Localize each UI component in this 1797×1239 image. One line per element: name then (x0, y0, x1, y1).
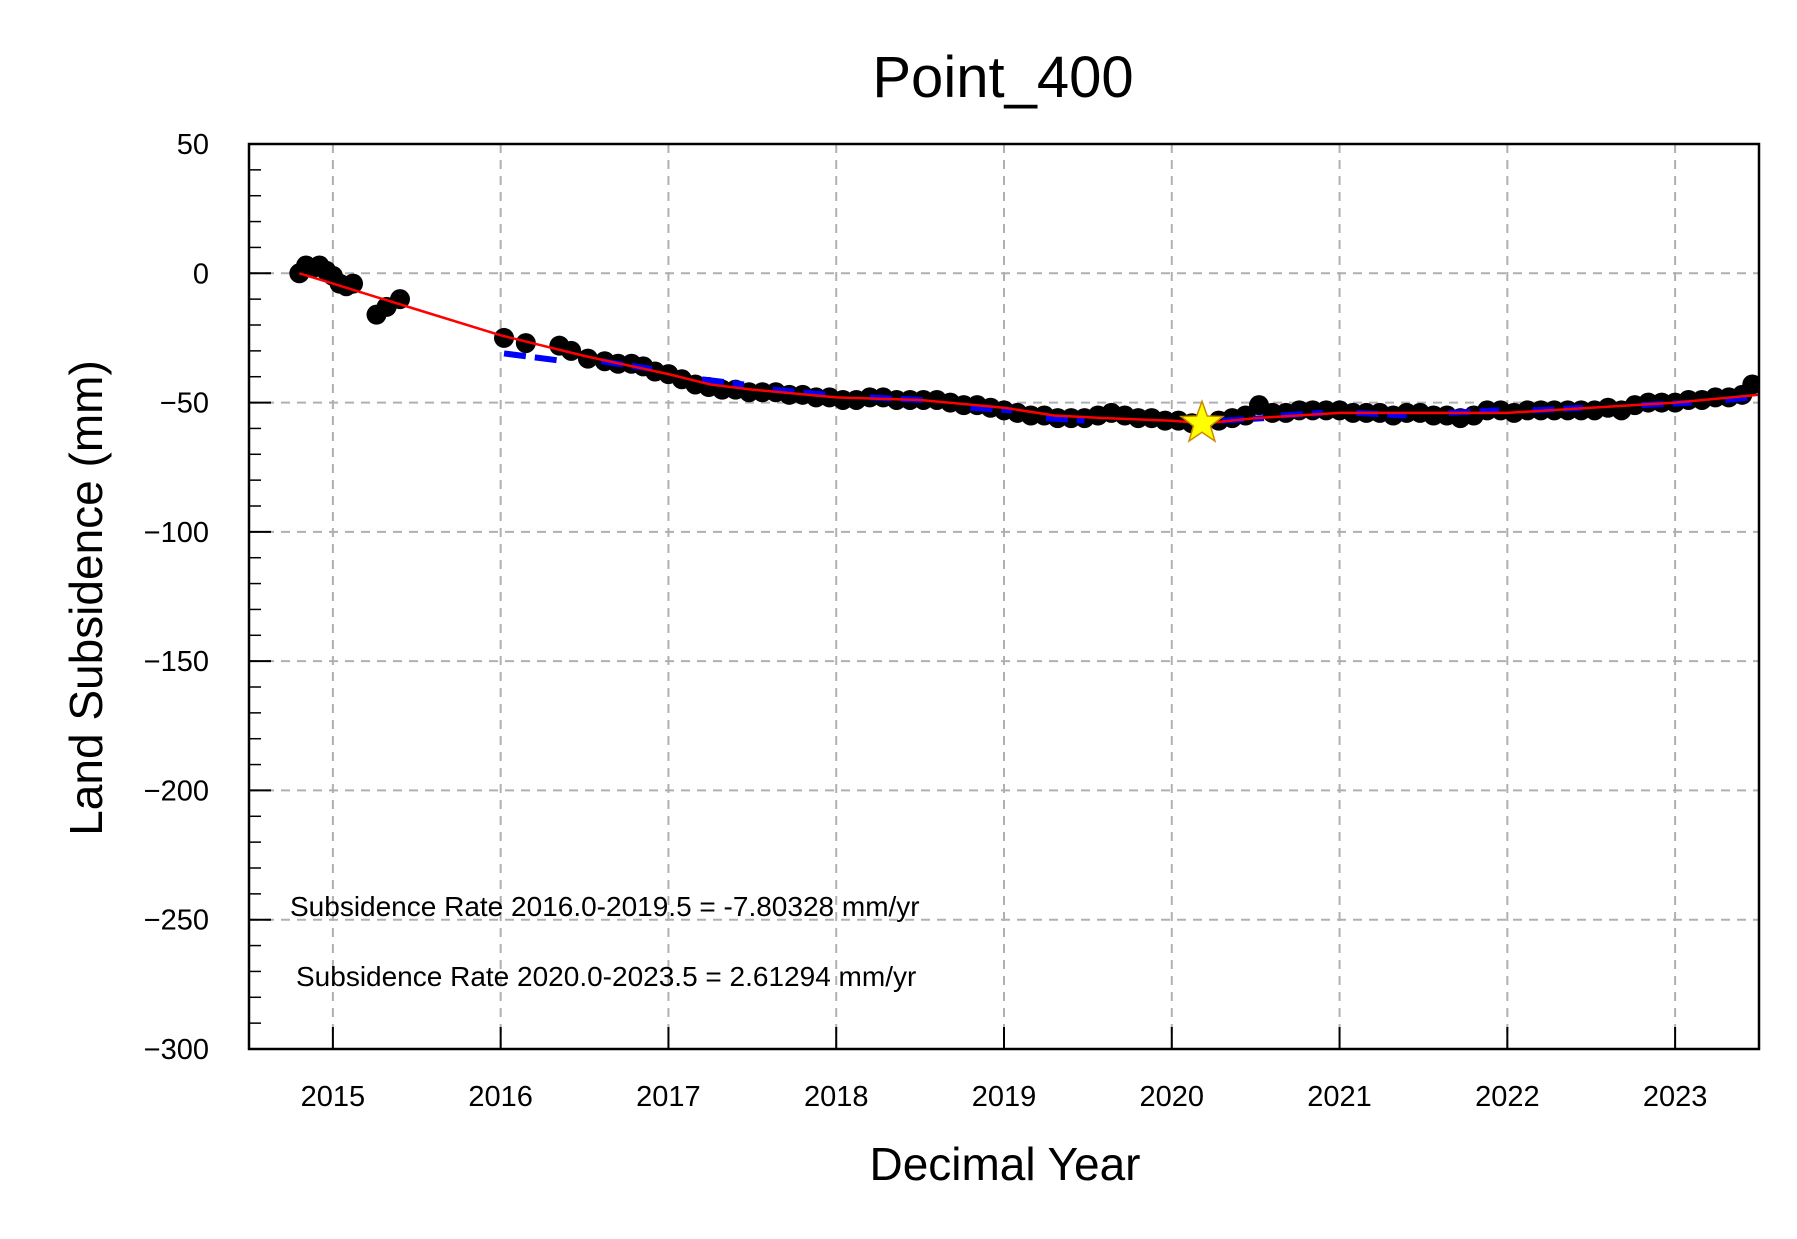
rate-annotation-1: Subsidence Rate 2016.0-2019.5 = -7.80328… (290, 891, 920, 922)
rate-trend-segment (701, 376, 745, 388)
star-marker (1178, 399, 1226, 443)
data-point (561, 340, 582, 361)
data-point (577, 348, 598, 369)
axis-ticks: 2015 2016 2017 2018 2019 2020 2021 2022 2023 50 0 −… (144, 129, 1708, 1113)
y-tick-label: −250 (144, 905, 209, 937)
data-point (515, 333, 536, 354)
y-tick-label: −200 (144, 775, 209, 807)
rate-annotation-2: Subsidence Rate 2020.0-2023.5 = 2.61294 … (296, 961, 916, 992)
x-tick-label: 2021 (1307, 1081, 1372, 1113)
y-tick-label: −50 (160, 388, 209, 420)
x-axis-label: Decimal Year (869, 1138, 1140, 1190)
y-tick-label: −150 (144, 646, 209, 678)
rate-trend-segment (772, 386, 829, 398)
rate-trend-segment (1045, 415, 1085, 424)
x-tick-label: 2015 (301, 1081, 366, 1113)
x-tick-label: 2019 (972, 1081, 1037, 1113)
y-axis-label: Land Subsidence (mm) (60, 360, 112, 836)
data-point (1742, 374, 1759, 395)
chart-title: Point_400 (872, 45, 1133, 110)
y-tick-label: 50 (177, 129, 209, 161)
rate-trend-segment (1725, 394, 1751, 403)
rate-trend-segment (970, 404, 1013, 414)
rate-trend-segment (503, 350, 565, 365)
x-tick-label: 2017 (636, 1081, 701, 1113)
x-tick-label: 2018 (804, 1081, 869, 1113)
plot-area (289, 255, 1759, 434)
data-point (390, 289, 410, 310)
x-tick-label: 2016 (468, 1081, 533, 1113)
y-tick-label: −300 (144, 1034, 209, 1066)
y-tick-label: −100 (144, 517, 209, 549)
x-tick-label: 2022 (1475, 1081, 1540, 1113)
x-tick-label: 2023 (1643, 1081, 1708, 1113)
y-tick-label: 0 (193, 258, 209, 290)
data-point (494, 327, 515, 348)
fit-curve (298, 272, 1759, 425)
x-tick-label: 2020 (1140, 1081, 1205, 1113)
plot-data (289, 255, 1759, 443)
